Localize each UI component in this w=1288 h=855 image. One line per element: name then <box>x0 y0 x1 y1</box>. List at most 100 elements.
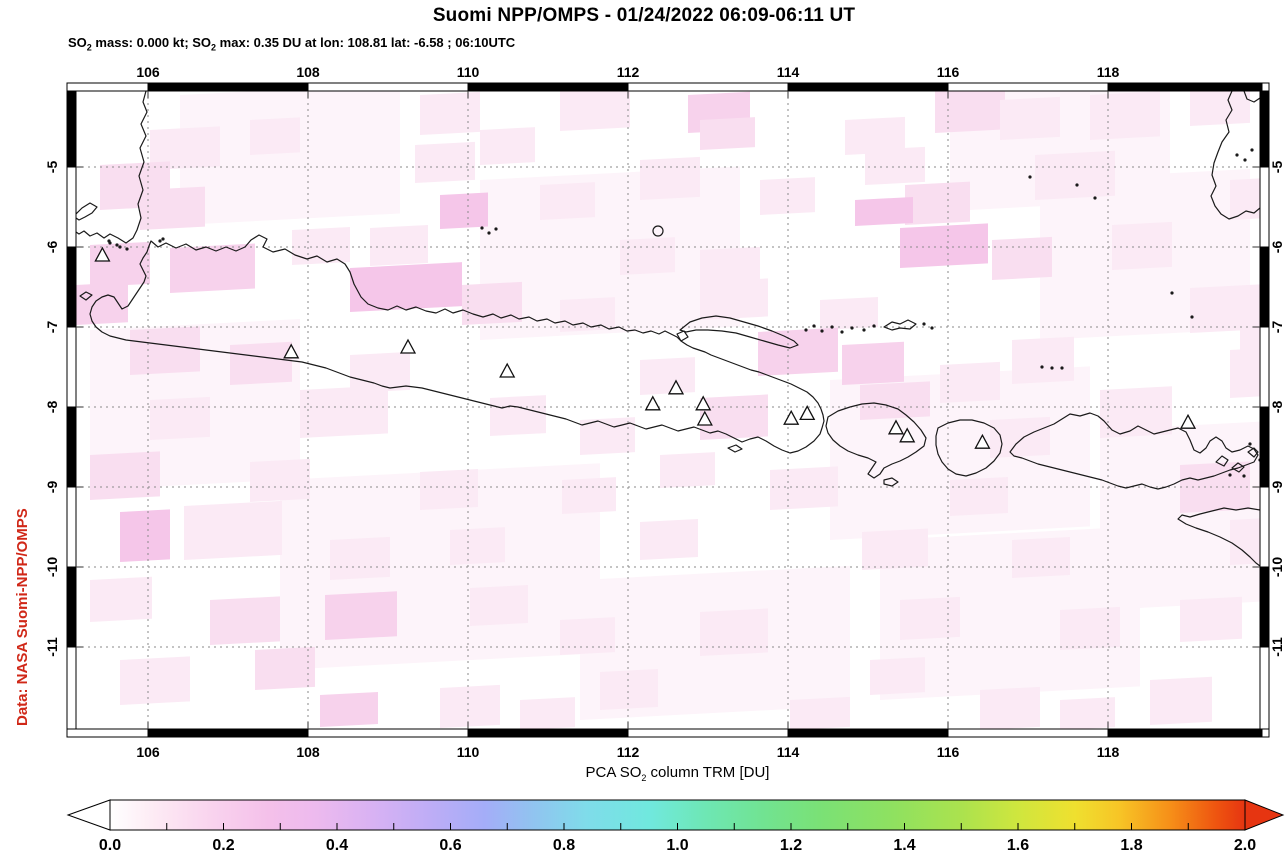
so2-pixel <box>562 477 616 514</box>
so2-pixel <box>900 596 960 640</box>
so2-pixel <box>560 91 630 131</box>
frame-top-seg <box>147 82 309 92</box>
so2-pixel <box>1240 308 1260 350</box>
frame-top-seg <box>467 82 629 92</box>
map-frame <box>66 82 1270 738</box>
frame-bottom-seg <box>66 728 149 738</box>
so2-pixel <box>1000 96 1060 140</box>
coastline-flores-islet-3 <box>1247 447 1259 458</box>
islet-dot <box>125 247 129 251</box>
so2-pixel <box>370 224 428 266</box>
so2-pixel <box>520 697 575 729</box>
frame-bottom-seg <box>147 728 309 738</box>
so2-pixel <box>250 117 300 155</box>
lon-label-bottom-110: 110 <box>457 744 480 760</box>
frame-bottom-seg <box>307 728 469 738</box>
frame-right-seg <box>1259 566 1270 648</box>
so2-pixel <box>450 527 505 565</box>
islet-dot <box>115 243 119 247</box>
lon-label-top-106: 106 <box>136 64 160 80</box>
so2-pixel <box>820 296 878 330</box>
coastline-nusa-barung <box>727 444 743 453</box>
frame-right-seg <box>1259 326 1270 408</box>
so2-pixel <box>1100 421 1260 610</box>
islet-dot <box>1242 474 1246 478</box>
coastline-sumatra-east-coast <box>76 91 148 244</box>
frame-right-seg <box>1259 90 1270 168</box>
volcano-marker <box>667 379 685 395</box>
so2-pixel <box>490 395 546 436</box>
coastline-bawean <box>652 225 664 237</box>
lon-label-bottom-116: 116 <box>937 744 960 760</box>
islet-dot <box>480 226 484 230</box>
lon-label-bottom-108: 108 <box>296 744 320 760</box>
volcano-marker <box>695 395 712 411</box>
so2-pixel <box>120 509 170 562</box>
coastline-layer <box>76 91 1260 567</box>
volcano-marker <box>887 419 905 435</box>
so2-pixel <box>1090 91 1160 140</box>
so2-pixel <box>1180 596 1242 642</box>
so2-pixel <box>540 182 595 220</box>
volcano-marker <box>783 409 800 425</box>
so2-pixel <box>880 526 1140 700</box>
so2-pixel <box>350 262 462 312</box>
so2-pixel <box>560 297 615 332</box>
coastline-sumatra-bay <box>76 202 98 221</box>
so2-pixel <box>760 177 815 215</box>
frame-left-seg <box>66 406 77 488</box>
lon-label-bottom-118: 118 <box>1097 744 1120 760</box>
so2-pixel <box>660 452 715 488</box>
frame-top-seg <box>66 82 149 92</box>
coastline-lombok <box>935 419 1003 477</box>
volcano-marker <box>1179 413 1197 429</box>
lon-label-bottom-106: 106 <box>136 744 160 760</box>
so2-pixel <box>1012 336 1074 384</box>
frame-left-seg <box>66 326 77 408</box>
so2-pixel <box>935 91 1005 133</box>
so2-pixel <box>1100 386 1172 438</box>
graticule <box>76 91 1260 729</box>
islet-dot <box>1243 158 1247 162</box>
volcano-marker <box>283 343 300 359</box>
so2-pixel <box>700 394 768 440</box>
volcano-marker <box>799 405 816 421</box>
so2-pixel <box>992 236 1052 280</box>
lat-label-right--6: -6 <box>1269 241 1285 254</box>
so2-pixel <box>842 341 904 385</box>
volcano-marker <box>899 427 916 443</box>
lon-label-top-114: 114 <box>777 64 800 80</box>
so2-pixel <box>1150 676 1212 725</box>
islet-dot <box>161 237 165 241</box>
lat-label-right--5: -5 <box>1269 161 1285 174</box>
so2-pixel <box>560 617 615 655</box>
colorbar-label-0.6: 0.6 <box>439 837 461 854</box>
lat-label-left--6: -6 <box>44 241 60 254</box>
so2-pixel <box>700 608 768 656</box>
frame-right-seg <box>1259 246 1270 328</box>
so2-pixel <box>90 451 160 500</box>
so2-pixel <box>1035 150 1115 200</box>
frame-bottom-seg <box>947 728 1109 738</box>
frame-left-seg <box>66 90 77 168</box>
so2-pixel <box>865 146 925 185</box>
lon-label-top-112: 112 <box>617 64 640 80</box>
so2-pixel <box>480 127 535 165</box>
so2-pixel <box>184 500 282 560</box>
colorbar-right-arrow <box>1244 799 1285 831</box>
islet-dot <box>1028 175 1032 179</box>
so2-pixel <box>1060 697 1115 729</box>
coastline-borneo <box>1210 91 1260 220</box>
so2-pixel <box>170 243 255 293</box>
so2-pixel <box>150 126 220 170</box>
colorbar-label-1.8: 1.8 <box>1120 837 1142 854</box>
so2-pixel <box>1230 348 1260 398</box>
so2-pixel <box>90 241 150 287</box>
so2-pixel <box>790 696 850 729</box>
islet-dot <box>830 325 834 329</box>
so2-pixel <box>620 237 675 275</box>
lat-label-right--7: -7 <box>1269 321 1285 334</box>
volcano-marker <box>399 338 417 354</box>
islet-dot <box>922 322 926 326</box>
